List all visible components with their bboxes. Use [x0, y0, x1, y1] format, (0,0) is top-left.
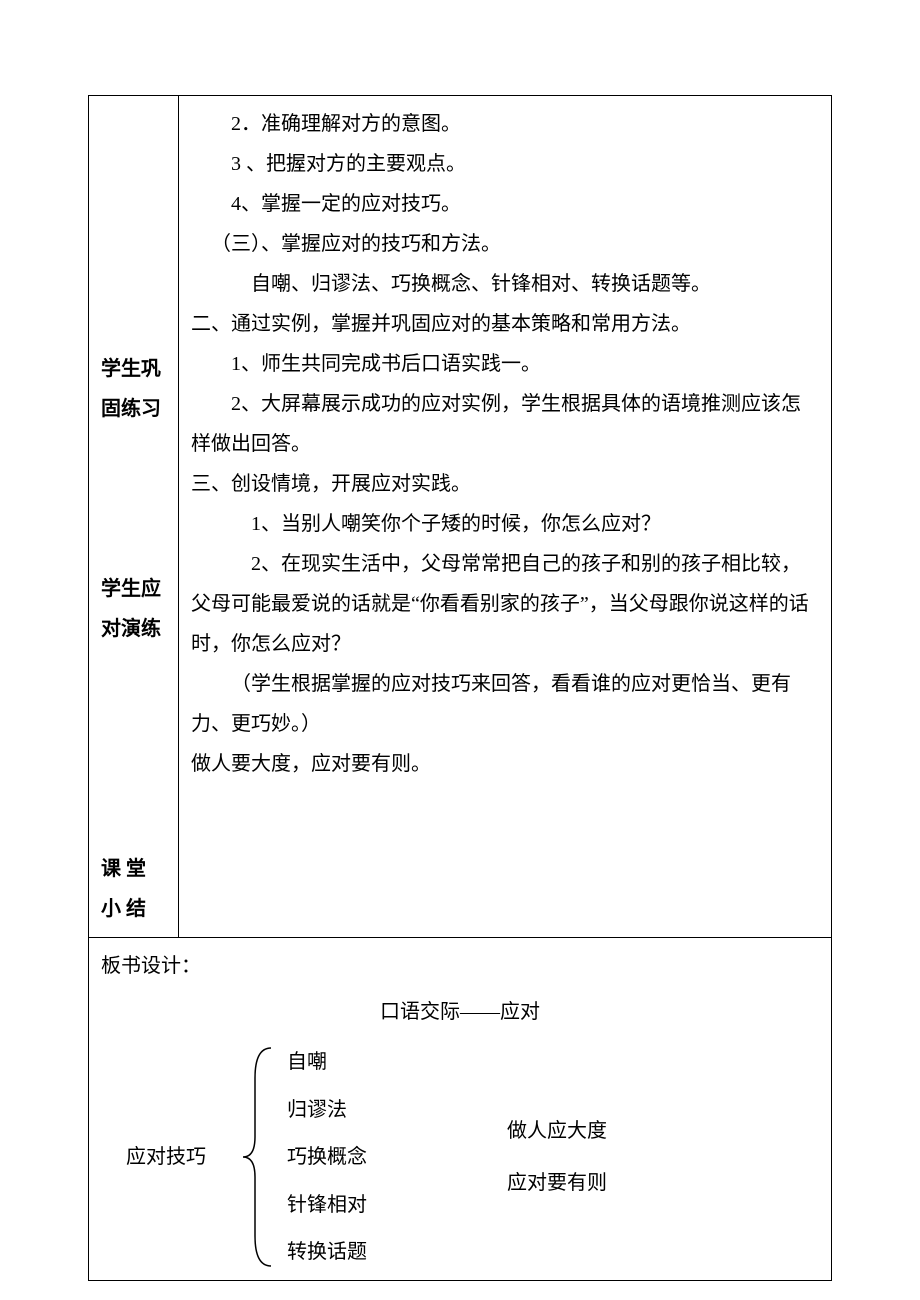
board-diagram: 应对技巧 自嘲 归谬法 巧换概念 针锋相对 转换话题 做人应大度 应对要有则 — [101, 1042, 819, 1272]
board-design-cell: 板书设计： 口语交际——应对 应对技巧 自嘲 归谬法 巧换概念 针锋相对 转换话… — [89, 938, 832, 1281]
main-content-column: 2．准确理解对方的意图。 3 、把握对方的主要观点。 4、掌握一定的应对技巧。 … — [179, 96, 832, 938]
body-text: （学生根据掌握的应对技巧来回答，看看谁的应对更恰当、更有力、更巧妙。） — [191, 664, 819, 744]
label-summary-line2: 小 结 — [101, 889, 166, 929]
diagram-item: 巧换概念 — [287, 1137, 427, 1177]
content-row: 学生巩固练习 学生应对演练 课 堂 小 结 2．准确理解对方的意图。 3 、把握… — [89, 96, 832, 938]
diagram-right-line2: 应对要有则 — [507, 1163, 607, 1203]
body-text: 3 、把握对方的主要观点。 — [191, 144, 819, 184]
body-text: 2、大屏幕展示成功的应对实例，学生根据具体的语境推测应该怎样做出回答。 — [191, 384, 819, 464]
label-practice: 学生巩固练习 — [101, 349, 166, 429]
diagram-items: 自嘲 归谬法 巧换概念 针锋相对 转换话题 — [287, 1042, 427, 1272]
body-text: 2．准确理解对方的意图。 — [191, 104, 819, 144]
body-text: 做人要大度，应对要有则。 — [191, 744, 819, 784]
body-text: 1、师生共同完成书后口语实践一。 — [191, 344, 819, 384]
label-summary-line1: 课 堂 — [101, 849, 166, 889]
lesson-plan-table: 学生巩固练习 学生应对演练 课 堂 小 结 2．准确理解对方的意图。 3 、把握… — [88, 95, 832, 1281]
label-drill: 学生应对演练 — [101, 569, 166, 649]
brace-svg — [241, 1042, 277, 1272]
left-label-column: 学生巩固练习 学生应对演练 课 堂 小 结 — [89, 96, 179, 938]
body-text: 自嘲、归谬法、巧换概念、针锋相对、转换话题等。 — [191, 264, 819, 304]
body-text: 三、创设情境，开展应对实践。 — [191, 464, 819, 504]
body-text: 1、当别人嘲笑你个子矮的时候，你怎么应对？ — [191, 504, 819, 544]
board-heading: 板书设计： — [101, 946, 819, 986]
body-text: 二、通过实例，掌握并巩固应对的基本策略和常用方法。 — [191, 304, 819, 344]
diagram-item: 转换话题 — [287, 1232, 427, 1272]
board-title: 口语交际——应对 — [101, 992, 819, 1032]
body-text: 4、掌握一定的应对技巧。 — [191, 184, 819, 224]
diagram-left-label: 应对技巧 — [101, 1137, 231, 1177]
curly-brace-icon — [241, 1042, 277, 1272]
diagram-item: 自嘲 — [287, 1042, 427, 1082]
diagram-right-block: 做人应大度 应对要有则 — [507, 1042, 607, 1272]
diagram-item: 归谬法 — [287, 1090, 427, 1130]
diagram-right-line1: 做人应大度 — [507, 1111, 607, 1151]
body-text: 2、在现实生活中，父母常常把自己的孩子和别的孩子相比较，父母可能最爱说的话就是“… — [191, 544, 819, 664]
body-text: （三）、掌握应对的技巧和方法。 — [191, 224, 819, 264]
diagram-item: 针锋相对 — [287, 1185, 427, 1225]
board-design-row: 板书设计： 口语交际——应对 应对技巧 自嘲 归谬法 巧换概念 针锋相对 转换话… — [89, 938, 832, 1281]
